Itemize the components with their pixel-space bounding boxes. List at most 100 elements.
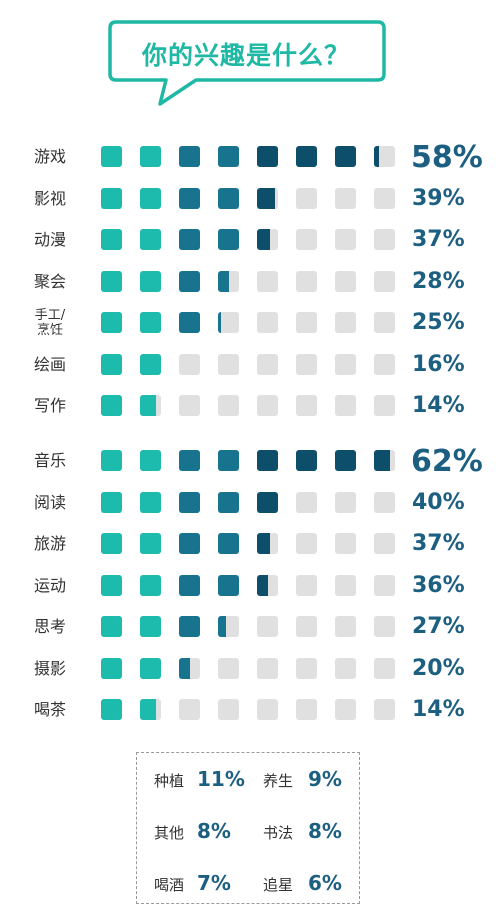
other-value-2: 8% [197,819,231,843]
bar-square [335,353,356,375]
bar-square [140,312,161,333]
bar-square [140,657,161,679]
bar-square [374,450,395,471]
value-label: 39% [412,185,465,211]
bar-square [257,146,278,167]
bar-square [179,353,200,375]
bar-square [140,616,161,637]
bar-square [179,187,200,209]
bar-square [257,616,278,637]
bar-square [374,491,395,513]
bar-square [296,699,317,720]
value-label: 14% [412,393,465,418]
value-label: 37% [412,531,465,556]
bar-square [140,270,161,292]
row-label: 摄影 [33,658,66,678]
row-label: 影视 [33,188,66,208]
bar-square [374,270,395,292]
bar-square [218,450,239,471]
bar-square [296,229,317,250]
value-label: 37% [412,227,465,252]
value-label: 28% [412,268,465,294]
bar-square [218,146,239,167]
value-label: 14% [412,697,465,722]
bar-square [179,146,200,167]
bar-square [257,533,278,554]
other-value-4: 7% [197,871,231,895]
bar-square [218,616,239,637]
bar-square [218,229,239,250]
bar-square [374,574,395,596]
row-label: 喝茶 [33,700,66,719]
bar-square [296,491,317,513]
bar-square [179,491,200,513]
bar-square [296,450,317,471]
value-label: 58% [411,140,483,175]
row-label: 旅游 [33,534,66,553]
bar-square [296,533,317,554]
bar-square [140,187,161,209]
other-label-5: 追星 [263,876,294,894]
row-label: 音乐 [33,451,66,470]
bar-square [179,312,200,333]
value-label: 36% [412,572,465,598]
bar-square [374,699,395,720]
bar-square [335,574,356,596]
bar-square [257,450,278,471]
bar-square [296,187,317,209]
bar-square [257,491,278,513]
other-value-5: 6% [308,871,342,895]
bar-square [335,450,356,471]
other-label-2: 其他 [154,824,185,842]
other-label-0: 种植 [154,772,185,790]
bar-square [374,312,395,333]
bar-square [101,146,122,167]
chart-title: 你的兴趣是什么？ [141,41,350,70]
other-label-4: 喝酒 [154,876,185,894]
bar-square [335,187,356,209]
row-label: 动漫 [33,230,66,249]
bar-square [140,229,161,250]
bar-square [101,491,122,513]
bar-square [140,491,161,513]
value-label: 20% [412,655,465,681]
bar-square [218,312,239,333]
row-label: 绘画 [33,354,66,374]
bar-square [257,270,278,292]
bar-square [218,187,239,209]
other-label-1: 养生 [263,772,294,790]
other-value-0: 11% [197,767,245,791]
bar-square [101,353,122,375]
bar-square [101,312,122,333]
other-value-1: 9% [308,767,342,791]
bar-square [335,657,356,679]
row-label: 手工/ 烹饪 [34,308,66,338]
bar-square [335,229,356,250]
bar-square [140,353,161,375]
bar-square [296,574,317,596]
bar-square [257,395,278,416]
value-label: 27% [412,614,465,639]
bar-square [140,533,161,554]
bar-square [335,146,356,167]
row-label: 写作 [33,396,66,415]
row-label: 游戏 [33,147,66,166]
bar-square [218,657,239,679]
bar-square [101,533,122,554]
bar-square [179,657,200,679]
bar-square [335,270,356,292]
bar-square [218,395,239,416]
bar-square [374,616,395,637]
bar-square [374,146,395,167]
bar-square [257,312,278,333]
bar-square [374,187,395,209]
row-label: 聚会 [33,271,66,291]
row-label: 阅读 [33,492,66,512]
bar-square [335,616,356,637]
bar-square [257,229,278,250]
other-value-3: 8% [308,819,342,843]
bar-square [374,533,395,554]
other-interests-box: 种植 11% 养生 9% 其他 8% 书法 8% 喝酒 7% 追星 6% [136,752,360,904]
bar-square [179,574,200,596]
bar-square [374,657,395,679]
